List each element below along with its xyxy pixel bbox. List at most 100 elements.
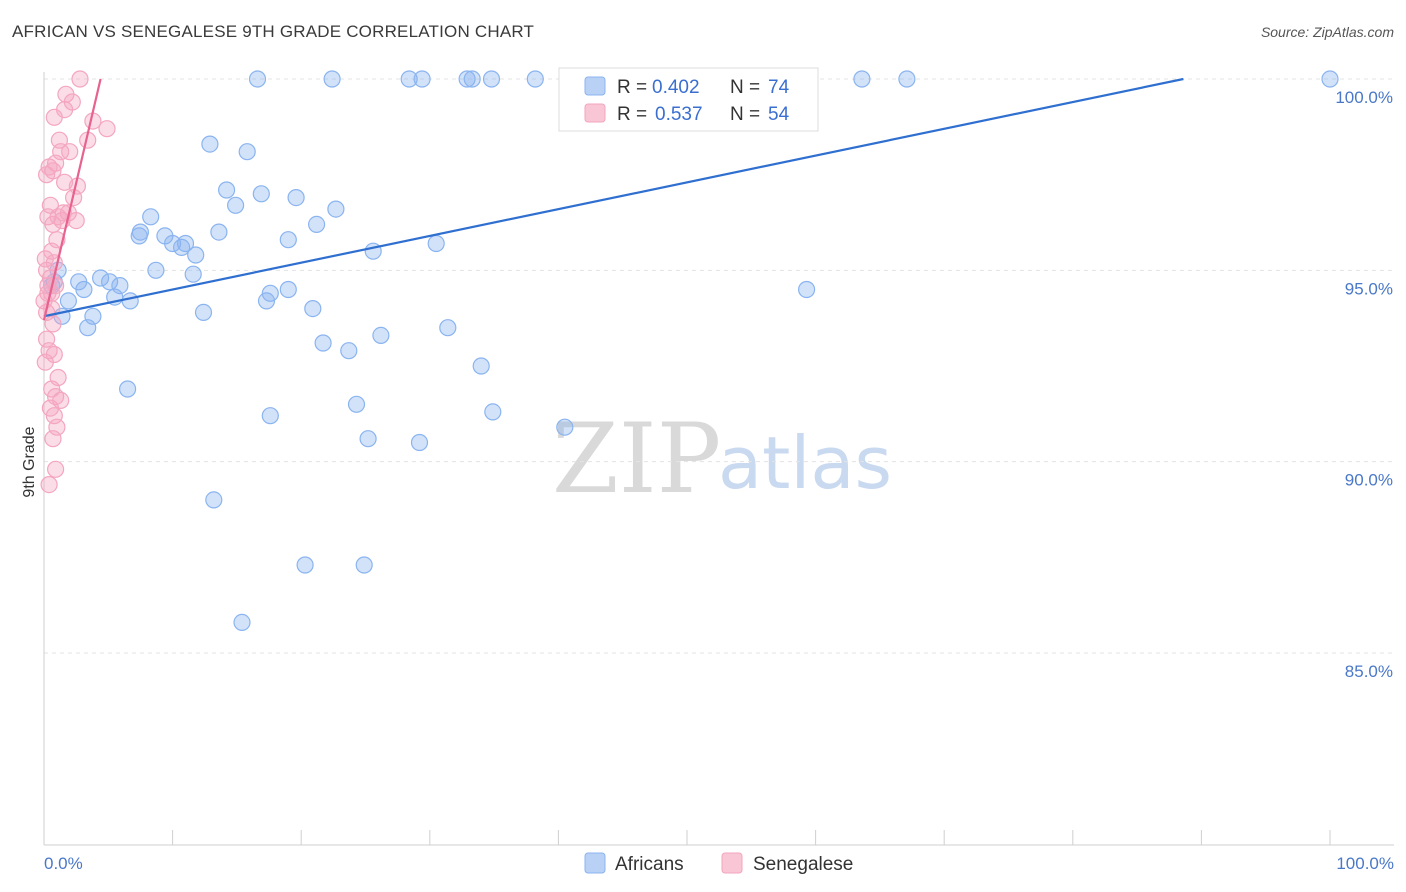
africans-point (797, 280, 816, 299)
africans-point (1321, 70, 1339, 88)
africans-point (556, 418, 574, 436)
legend-senegalese-swatch (721, 852, 743, 874)
africans-trend-line (43, 77, 1184, 318)
africans-point (463, 70, 481, 88)
africans-point (304, 300, 322, 318)
africans-point (327, 200, 345, 218)
africans-point (400, 70, 418, 88)
africans-point (227, 196, 245, 214)
watermark-atlas: atlas (718, 421, 892, 505)
y-tick-label: 95.0% (1345, 279, 1393, 298)
africans-point (372, 326, 390, 344)
legend-africans-swatch (584, 852, 606, 874)
africans-point (308, 215, 326, 233)
africans-r-value: 0.402 (652, 77, 700, 98)
x-ticks (43, 830, 1331, 845)
africans-point (201, 135, 219, 153)
africans-point (118, 380, 137, 398)
senegalese-point (44, 315, 62, 333)
africans-swatch (584, 76, 606, 96)
africans-point (484, 403, 502, 421)
africans-point (472, 357, 490, 375)
watermark-zip: ZIP (552, 403, 721, 515)
africans-point (142, 208, 160, 226)
africans-point (296, 556, 314, 574)
senegalese-r-label: R = (617, 104, 647, 125)
africans-point (147, 261, 165, 279)
x-tick-label-max: 100.0% (1336, 854, 1394, 873)
africans-r-label: R = (617, 77, 647, 98)
senegalese-point (45, 108, 63, 126)
africans-point (75, 280, 93, 299)
africans-point (323, 70, 341, 88)
senegalese-trend-line (42, 78, 102, 321)
africans-point (164, 234, 182, 253)
x-tick-label-min: 0.0% (44, 854, 83, 873)
senegalese-point (98, 120, 116, 138)
africans-point (91, 269, 110, 287)
source-credit: Source: ZipAtlas.com (1260, 24, 1394, 40)
y-tick-label: 85.0% (1345, 662, 1393, 681)
africans-point (279, 231, 297, 249)
africans-point (218, 181, 236, 199)
africans-point (100, 273, 119, 291)
africans-point (238, 143, 256, 161)
senegalese-n-label: N = (730, 104, 760, 125)
series-africans-points (43, 70, 1339, 632)
africans-point (439, 319, 457, 337)
africans-point (458, 70, 476, 88)
y-axis-label: 9th Grade (21, 426, 38, 497)
africans-point (59, 292, 78, 310)
africans-point (482, 70, 501, 88)
africans-point (194, 303, 213, 321)
africans-point (187, 246, 205, 264)
africans-point (121, 292, 139, 310)
africans-point (252, 185, 270, 203)
stats-legend: R = 0.402 N = 74 R = 0.537 N = 54 (558, 67, 819, 132)
africans-n-label: N = (730, 77, 760, 98)
africans-point (853, 70, 871, 88)
africans-point (410, 433, 429, 452)
senegalese-point (36, 353, 54, 371)
senegalese-swatch (584, 103, 606, 123)
senegalese-point (55, 173, 74, 191)
senegalese-point (44, 430, 62, 448)
africans-point (314, 334, 332, 352)
y-tick-label: 100.0% (1335, 88, 1393, 107)
senegalese-n-value: 54 (768, 104, 790, 125)
africans-point (898, 70, 916, 88)
africans-point (176, 234, 195, 253)
legend-senegalese-label: Senegalese (753, 854, 853, 875)
gridlines (44, 78, 1394, 654)
africans-point (287, 189, 305, 207)
africans-point (79, 319, 97, 337)
africans-point (210, 223, 228, 241)
senegalese-point (40, 476, 58, 494)
senegalese-r-value: 0.537 (655, 104, 703, 125)
y-tick-label: 90.0% (1345, 471, 1393, 490)
senegalese-point (71, 70, 89, 88)
africans-point (205, 491, 223, 509)
senegalese-point (37, 330, 56, 348)
africans-point (340, 342, 358, 360)
chart-title: AFRICAN VS SENEGALESE 9TH GRADE CORRELAT… (12, 22, 535, 41)
africans-point (347, 395, 366, 413)
africans-point (130, 227, 148, 245)
africans-point (355, 556, 373, 574)
africans-point (184, 265, 202, 283)
senegalese-point (40, 158, 58, 176)
senegalese-point (46, 460, 65, 478)
africans-point (413, 70, 431, 88)
trend-lines (42, 77, 1184, 321)
africans-n-value: 74 (768, 77, 790, 98)
senegalese-point (49, 368, 67, 387)
africans-point (233, 613, 251, 632)
africans-point (526, 70, 544, 88)
y-tick-labels: 85.0% 90.0% 95.0% 100.0% (1335, 88, 1393, 681)
africans-point (248, 70, 267, 88)
series-legend: Africans Senegalese (584, 852, 853, 875)
legend-africans-label: Africans (615, 854, 684, 875)
senegalese-point (61, 143, 79, 161)
africans-point (261, 284, 279, 302)
